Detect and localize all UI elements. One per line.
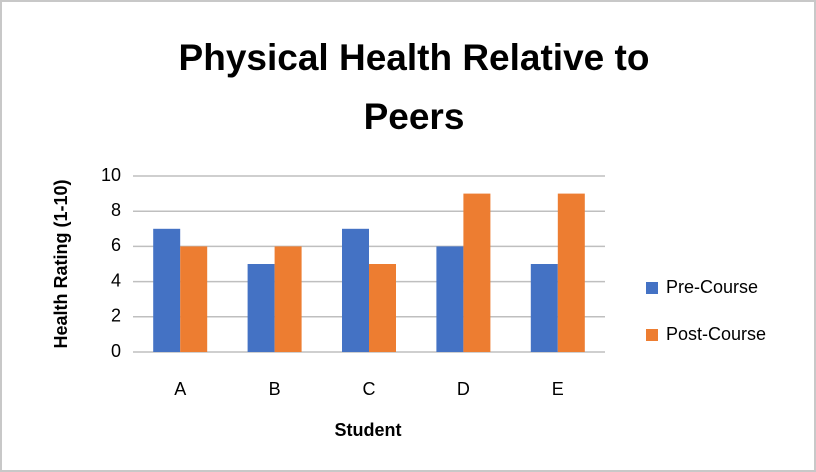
bar (180, 246, 208, 352)
x-tick-label: C (363, 379, 376, 399)
x-tick-label: B (269, 379, 281, 399)
legend-label: Post-Course (666, 324, 766, 344)
bar (153, 228, 181, 352)
chart-title: Physical Health Relative to Peers (178, 37, 650, 137)
legend-label: Pre-Course (666, 277, 758, 297)
x-tick-label: D (457, 379, 470, 399)
legend-swatch (646, 282, 658, 294)
x-tick-label: E (552, 379, 564, 399)
y-tick-label: 6 (111, 235, 121, 255)
bar (247, 264, 275, 352)
y-axis-title: Health Rating (1-10) (51, 179, 71, 348)
y-tick-label: 8 (111, 200, 121, 220)
y-tick-label: 10 (101, 165, 121, 185)
y-tick-label: 2 (111, 306, 121, 326)
bar (530, 264, 558, 352)
legend-swatch (646, 329, 658, 341)
y-tick-label: 0 (111, 341, 121, 361)
bar (463, 193, 491, 352)
y-tick-label: 4 (111, 270, 121, 290)
bar (557, 193, 585, 352)
bar (369, 264, 396, 352)
x-axis-title: Student (335, 420, 402, 440)
bar (274, 246, 302, 352)
x-tick-label: A (174, 379, 186, 399)
bar (436, 246, 464, 352)
bar (342, 228, 369, 352)
